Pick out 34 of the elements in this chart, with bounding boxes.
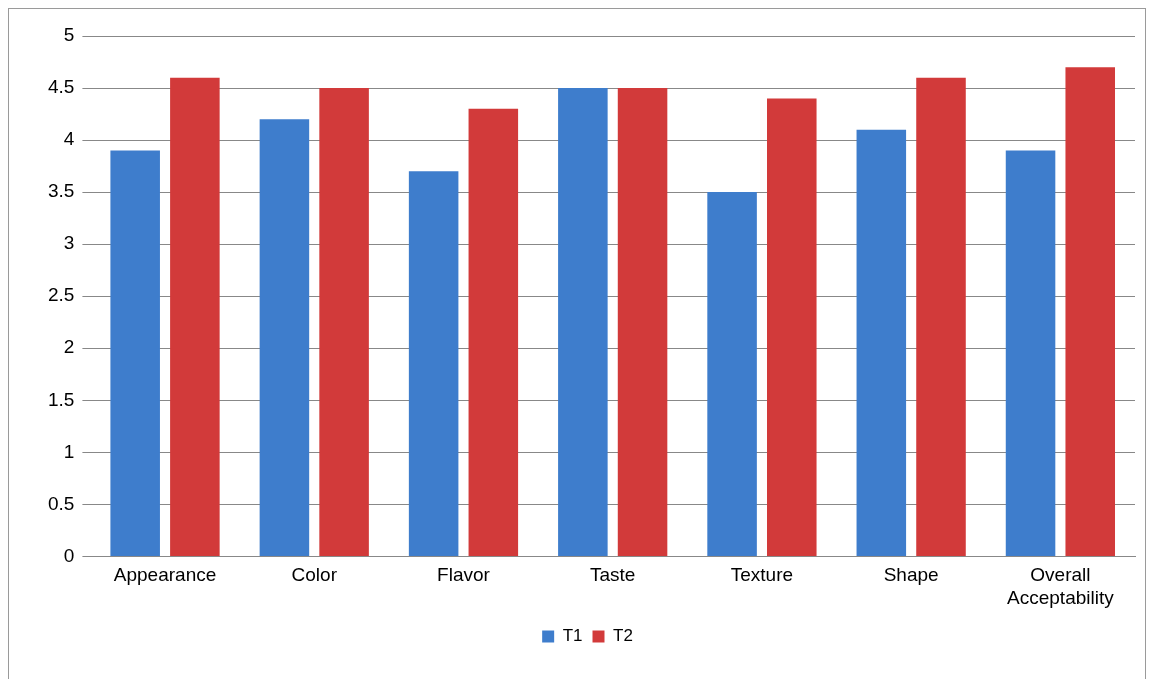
x-tick-label: Color (291, 564, 338, 586)
x-tick-label: Overall Acceptability (1007, 564, 1115, 608)
bar (767, 98, 817, 556)
bar (617, 88, 668, 556)
bar (259, 119, 310, 556)
y-tick-label: 4 (63, 128, 75, 150)
y-tick-label: 2 (63, 336, 75, 358)
bar (408, 171, 459, 556)
bar (170, 77, 220, 556)
bar (916, 77, 966, 556)
x-tick-label: Flavor (437, 564, 491, 586)
y-tick-label: 4.5 (47, 76, 75, 98)
bar (319, 88, 369, 556)
y-tick-label: 5 (63, 24, 75, 46)
bar (558, 88, 608, 556)
bar (856, 129, 907, 556)
x-tick-label: Texture (730, 564, 794, 586)
bar (707, 192, 757, 556)
y-tick-label: 3 (63, 232, 75, 254)
bar (1005, 150, 1056, 556)
x-tick-label: Appearance (113, 564, 217, 586)
y-tick-label: 1.5 (47, 388, 75, 410)
bar (110, 150, 160, 556)
legend-label: T2 (613, 626, 633, 646)
y-tick-label: 3.5 (47, 180, 75, 202)
legend-label: T1 (562, 626, 583, 646)
bar (468, 108, 519, 556)
x-tick-label: Taste (590, 564, 636, 586)
y-tick-label: 0 (63, 544, 75, 566)
y-tick-label: 0.5 (47, 492, 75, 514)
x-tick-label: Shape (883, 564, 939, 586)
y-tick-label: 1 (63, 440, 75, 462)
y-tick-label: 2.5 (47, 284, 75, 306)
bar (1065, 67, 1115, 556)
